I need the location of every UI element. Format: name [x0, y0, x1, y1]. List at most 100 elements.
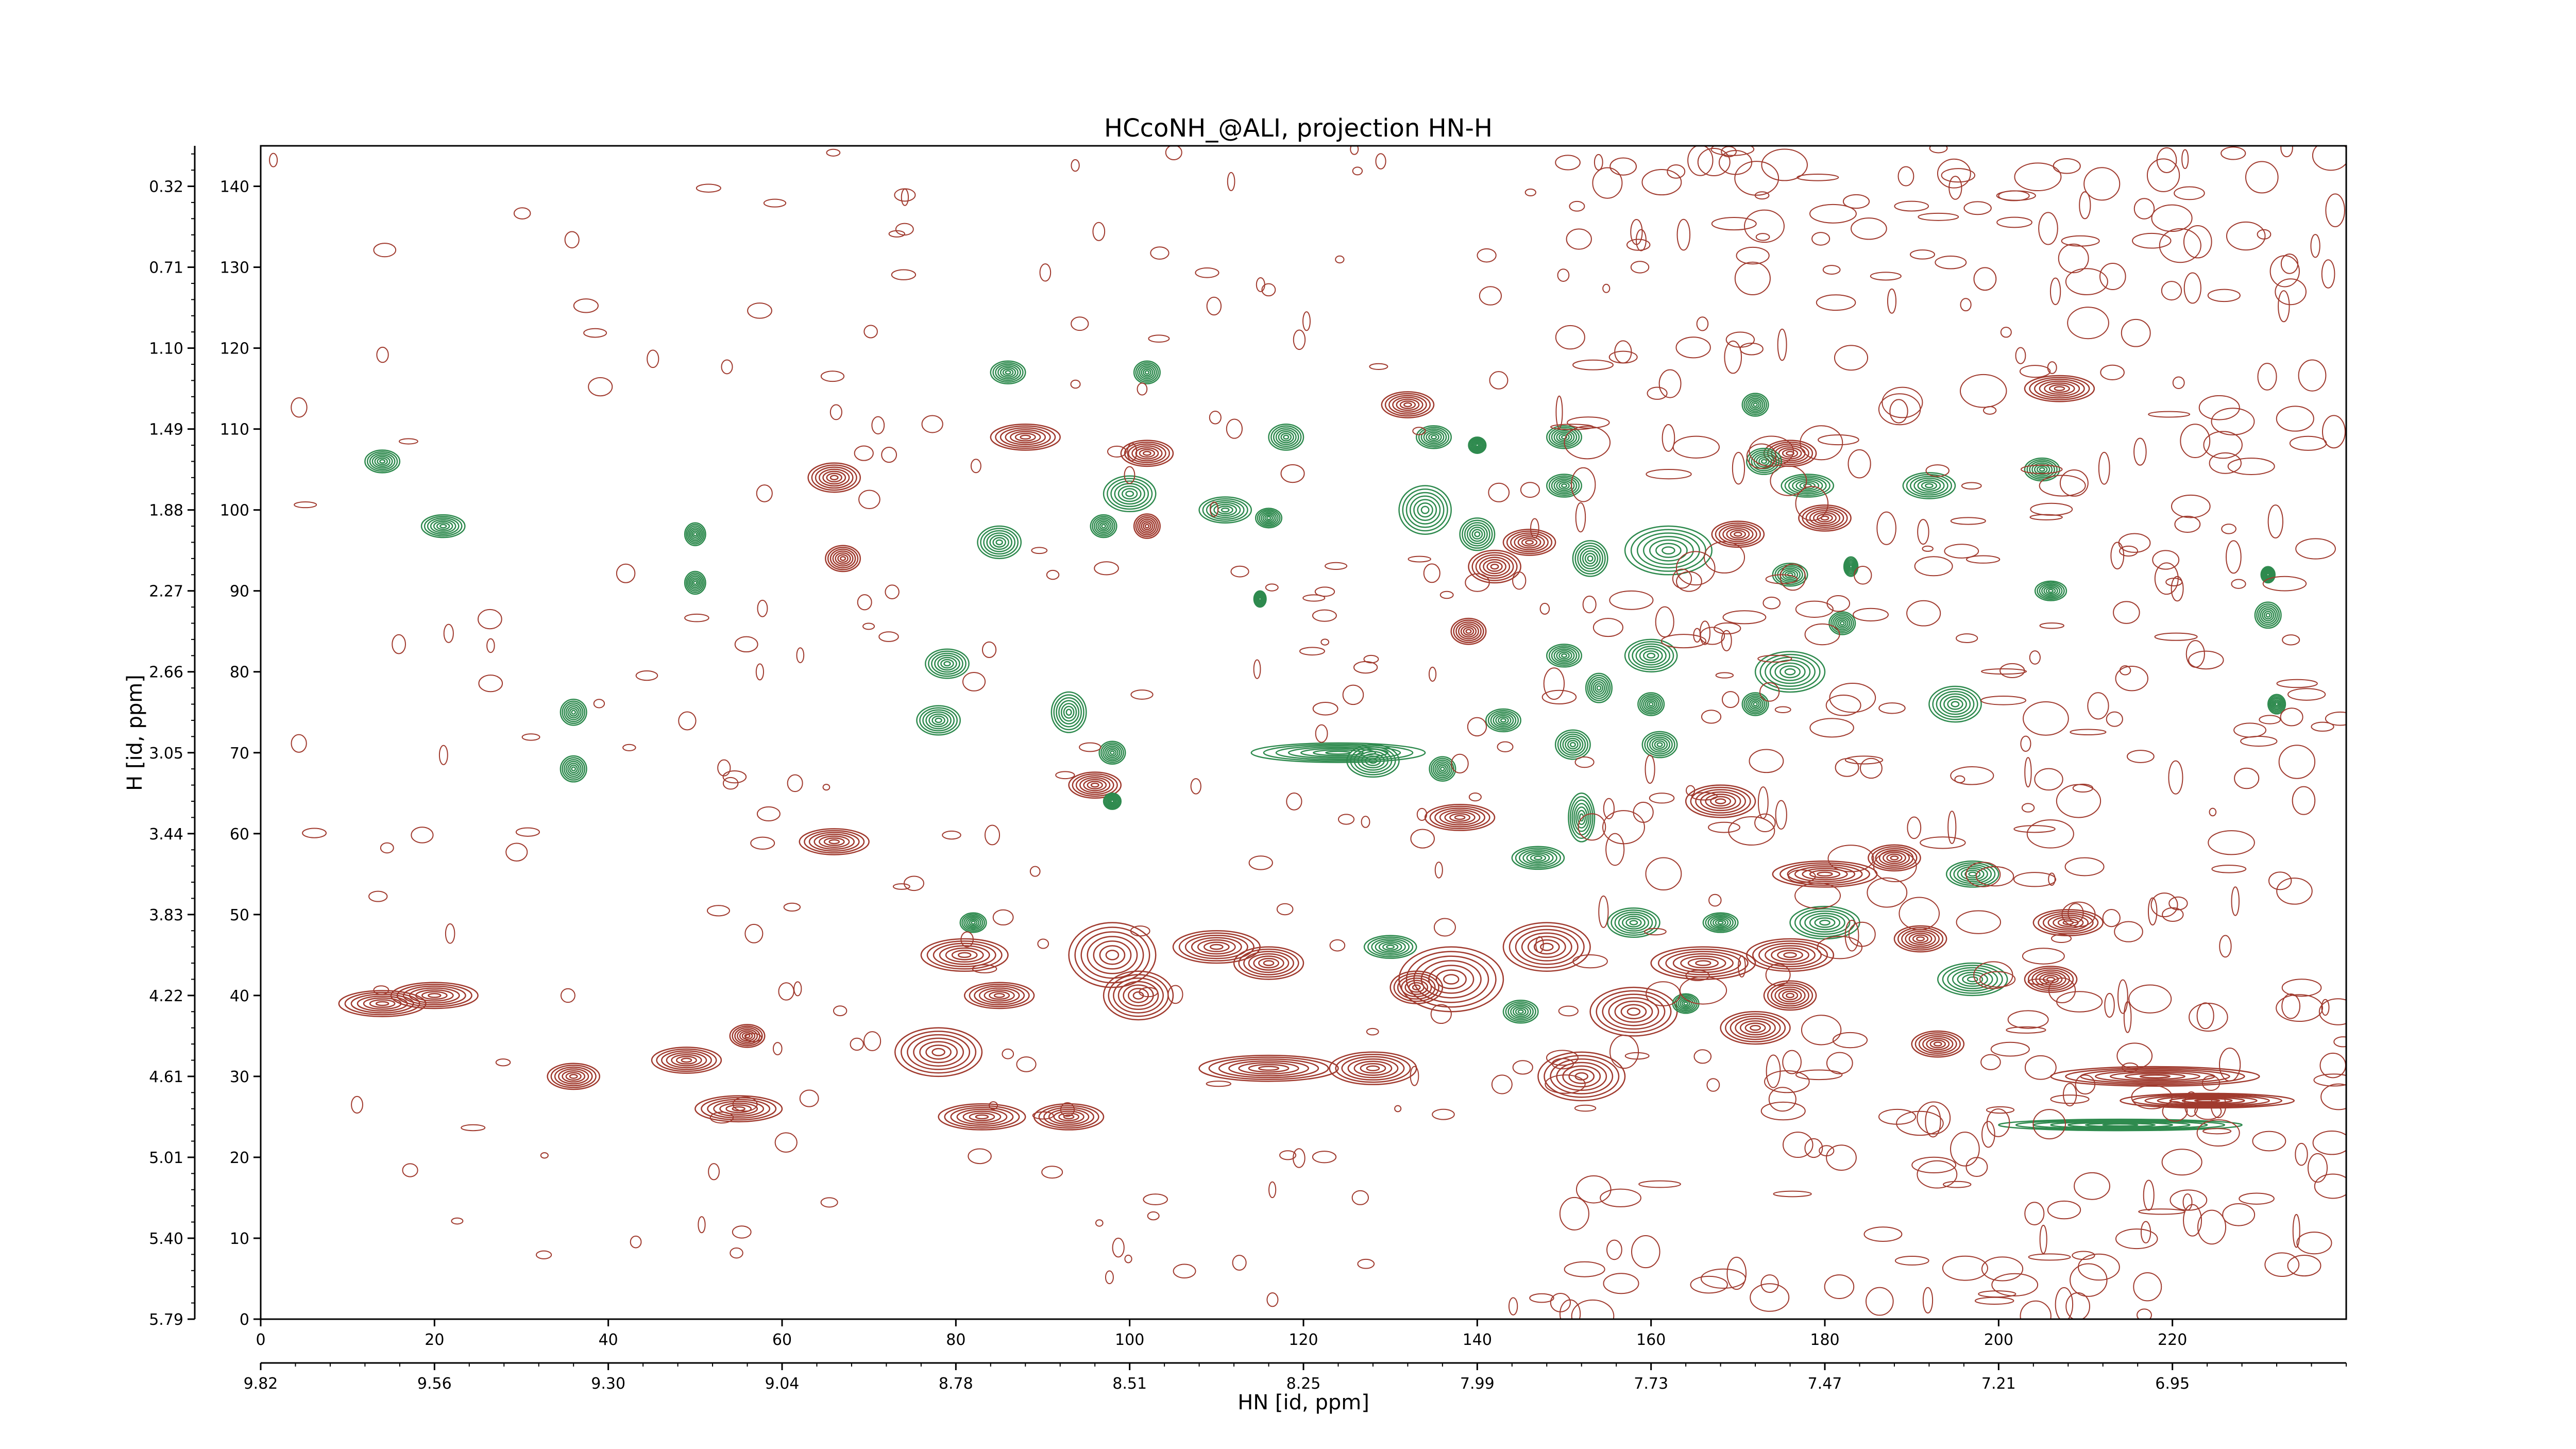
x-index-tick-label: 100 [1115, 1331, 1144, 1349]
noise-contour [2015, 347, 2026, 364]
negative-peak [1546, 474, 1582, 498]
negative-contour-level [1553, 478, 1575, 493]
noise-contour [1232, 1255, 1247, 1271]
positive-contour-level [1798, 504, 1852, 532]
noise-contour [732, 1225, 752, 1239]
positive-contour-level [1562, 1065, 1601, 1088]
negative-contour-level [1952, 969, 1993, 989]
noise-contour [2032, 1109, 2066, 1140]
negative-contour-level [1500, 718, 1507, 723]
negative-contour-level [1715, 919, 1726, 926]
noise-contour [1410, 829, 1435, 849]
negative-contour-level [1485, 708, 1521, 733]
negative-contour-level [2026, 459, 2058, 480]
negative-peak [1050, 691, 1087, 733]
negative-contour-level [1846, 560, 1856, 573]
negative-contour-level [1556, 650, 1572, 661]
noise-contour [1937, 158, 1971, 189]
noise-contour [2312, 146, 2346, 171]
negative-contour-level [1313, 749, 1364, 756]
positive-peak [2120, 1092, 2295, 1109]
noise-contour [1094, 561, 1119, 576]
positive-contour-level [920, 938, 1009, 972]
negative-contour-level [685, 572, 705, 594]
noise-contour [1320, 638, 1330, 646]
noise-contour [2039, 622, 2064, 629]
negative-contour-level [1409, 495, 1441, 525]
positive-contour-level [1817, 871, 1833, 877]
noise-contour [1956, 910, 2002, 934]
negative-peak [1745, 448, 1782, 475]
negative-contour-level [1548, 427, 1580, 448]
positive-contour-level [1135, 515, 1159, 537]
negative-contour-level [1053, 694, 1084, 731]
y-ppm-tick-label: 5.40 [149, 1230, 183, 1248]
negative-contour-level [1253, 590, 1267, 608]
noise-contour [1032, 1111, 1054, 1120]
noise-contour [1439, 591, 1454, 599]
negative-contour-level [1618, 914, 1650, 932]
positive-contour-level [1890, 855, 1899, 861]
x-index-tick-label: 140 [1463, 1331, 1492, 1349]
positive-contour-level [1490, 563, 1499, 570]
noise-contour [1467, 717, 1487, 737]
negative-contour-level [1515, 1007, 1527, 1016]
noise-contour [1693, 1049, 1712, 1064]
x-ppm-tick-label: 7.99 [1460, 1375, 1495, 1393]
positive-contour-level [1908, 932, 1933, 945]
noise-contour [2313, 1073, 2346, 1087]
negative-contour-level [971, 920, 976, 925]
noise-contour [392, 634, 406, 654]
positive-contour-level [1443, 974, 1460, 985]
positive-peak [1502, 529, 1556, 556]
noise-contour [763, 198, 787, 208]
noise-contour [1352, 166, 1363, 176]
negative-contour-level [1254, 591, 1266, 607]
negative-contour-level [1469, 437, 1486, 453]
noise-contour [2023, 701, 2069, 736]
negative-contour-level [1838, 619, 1847, 628]
positive-peak [1468, 549, 1521, 584]
negative-contour-level [1751, 451, 1777, 471]
negative-contour-level [2275, 702, 2279, 706]
negative-contour-level [980, 528, 1019, 557]
negative-contour-level [1093, 517, 1114, 535]
negative-contour-level [1273, 427, 1299, 447]
noise-contour [1541, 689, 1577, 704]
noise-contour [1859, 757, 1883, 779]
positive-contour-level [1763, 980, 1817, 1011]
negative-peak [925, 648, 970, 679]
negative-contour-level [1683, 1001, 1688, 1006]
noise-contour [970, 459, 981, 474]
negative-contour-level [1417, 502, 1433, 518]
noise-contour [1150, 246, 1170, 260]
noise-contour [2152, 550, 2180, 570]
negative-contour-level [1830, 613, 1854, 634]
negative-contour-level [1202, 498, 1248, 522]
noise-contour [1529, 1293, 1554, 1303]
noise-contour [588, 377, 613, 397]
positive-contour-level [1510, 532, 1549, 552]
negative-contour-level [684, 522, 706, 547]
noise-contour [1676, 218, 1691, 251]
negative-contour-level [1834, 616, 1851, 631]
positive-contour-level [375, 1001, 389, 1006]
negative-contour-level [1546, 425, 1582, 449]
negative-contour-level [1511, 846, 1565, 870]
noise-contour [1603, 798, 1615, 819]
noise-contour [1762, 596, 1781, 610]
noise-contour [1124, 466, 1136, 484]
noise-contour [2209, 807, 2217, 817]
noise-contour [1986, 1108, 2010, 1137]
positive-contour-level [1238, 948, 1299, 978]
negative-peak [1459, 517, 1496, 551]
y-index-tick-label: 40 [230, 987, 249, 1005]
negative-contour-level [1573, 803, 1590, 832]
positive-contour-level [1665, 951, 1741, 975]
negative-contour-level [1947, 967, 1998, 992]
positive-contour-level [1210, 943, 1224, 950]
noise-contour [1963, 201, 1992, 215]
y-index-tick-label: 0 [240, 1311, 249, 1329]
noise-contour [2024, 757, 2032, 788]
negative-contour-level [1420, 428, 1447, 446]
